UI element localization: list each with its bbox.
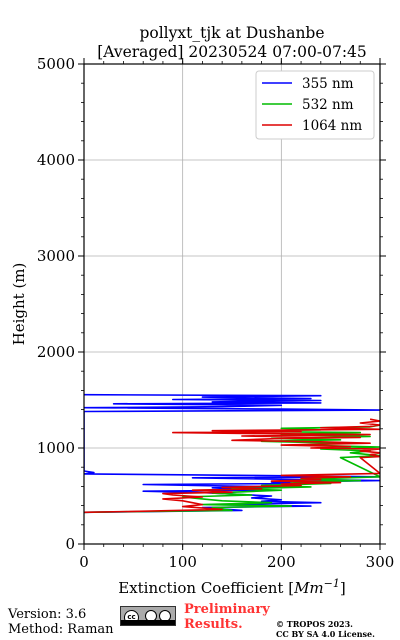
x-axis-label: Extinction Coefficient [Mm−1] (118, 577, 345, 597)
legend-label-355: 355 nm (302, 76, 354, 92)
x-axis-label-exponent: −1 (324, 577, 340, 590)
y-tick-label: 0 (65, 535, 75, 553)
copyright-line-2: CC BY SA 4.0 License. (276, 629, 375, 639)
legend-label-1064: 1064 nm (302, 118, 362, 134)
preliminary-results-notice: Preliminary Results. (184, 602, 270, 632)
preliminary-line-2: Results. (184, 617, 243, 632)
legend-box (255, 70, 375, 140)
legend-label-532: 532 nm (302, 97, 354, 113)
x-tick-label: 200 (267, 553, 296, 571)
y-axis-label: Height (m) (10, 263, 28, 346)
copyright-line-1: © TROPOS 2023. (276, 619, 353, 629)
y-tick-label: 3000 (37, 247, 75, 265)
x-tick-label: 300 (366, 553, 395, 571)
x-tick-label: 100 (168, 553, 197, 571)
series-line-1064-nm (84, 418, 380, 514)
series-lines (84, 393, 380, 514)
preliminary-line-1: Preliminary (184, 602, 270, 617)
chart-title: pollyxt_tjk at Dushanbe (139, 24, 324, 42)
legend: 355 nm 532 nm 1064 nm (255, 70, 375, 140)
chart-subtitle: [Averaged] 20230524 07:00-07:45 (97, 43, 367, 61)
x-axis-label-unit: Mm (293, 579, 324, 597)
y-tick-label: 4000 (37, 151, 75, 169)
version-label: Version: 3.6 (8, 607, 87, 622)
plot-frame (83, 63, 381, 545)
method-label: Method: Raman (8, 622, 114, 637)
x-axis-label-suffix: ] (340, 579, 346, 597)
copyright-notice: © TROPOS 2023. CC BY SA 4.0 License. (276, 619, 375, 639)
badge-strip (121, 620, 175, 625)
y-tick-label: 1000 (37, 439, 75, 457)
y-tick-label: 2000 (37, 343, 75, 361)
x-tick-label: 0 (79, 553, 89, 571)
cc-license-badge: cc (120, 606, 176, 626)
y-tick-label: 5000 (37, 55, 75, 73)
x-axis-label-prefix: Extinction Coefficient [ (118, 579, 294, 597)
